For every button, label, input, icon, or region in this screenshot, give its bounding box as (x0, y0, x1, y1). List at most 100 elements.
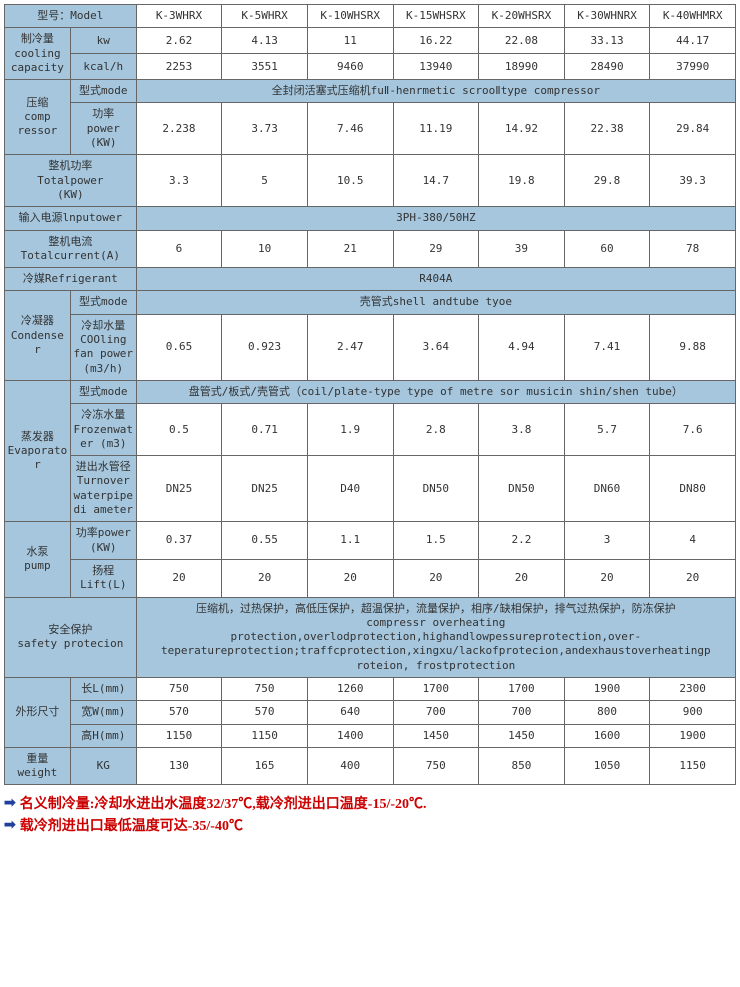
comp-power-1: 3.73 (222, 103, 308, 155)
pump-lift-4: 20 (479, 559, 565, 597)
total-power-4: 19.8 (479, 155, 565, 207)
label-dimensions: 外形尺寸 (5, 677, 71, 747)
pump-power-3: 1.5 (393, 522, 479, 560)
cond-water-2: 2.47 (307, 314, 393, 380)
arrow-icon: ➡ (4, 795, 16, 812)
height-3: 1450 (393, 724, 479, 747)
label-weight: 重量weight (5, 747, 71, 785)
kcalh-0: 2253 (136, 54, 222, 80)
model-3: K-15WHSRX (393, 5, 479, 28)
model-0: K-3WHRX (136, 5, 222, 28)
total-current-4: 39 (479, 230, 565, 268)
comp-power-4: 14.92 (479, 103, 565, 155)
evap-frozen-4: 3.8 (479, 404, 565, 456)
total-current-6: 78 (650, 230, 736, 268)
total-current-5: 60 (564, 230, 650, 268)
width-0: 570 (136, 701, 222, 724)
label-cond-mode: 型式mode (70, 291, 136, 314)
model-4: K-20WHSRX (479, 5, 565, 28)
label-evap-mode: 型式mode (70, 380, 136, 403)
cond-water-6: 9.88 (650, 314, 736, 380)
kw-2: 11 (307, 28, 393, 54)
pump-lift-5: 20 (564, 559, 650, 597)
model-2: K-10WHSRX (307, 5, 393, 28)
height-0: 1150 (136, 724, 222, 747)
cond-water-4: 4.94 (479, 314, 565, 380)
kg-4: 850 (479, 747, 565, 785)
width-6: 900 (650, 701, 736, 724)
label-width: 宽W(mm) (70, 701, 136, 724)
refrigerant-val: R404A (136, 268, 735, 291)
evap-pipe-2: D40 (307, 456, 393, 522)
kg-0: 130 (136, 747, 222, 785)
pump-lift-2: 20 (307, 559, 393, 597)
total-current-2: 21 (307, 230, 393, 268)
pump-lift-3: 20 (393, 559, 479, 597)
len-2: 1260 (307, 677, 393, 700)
label-kcalh: kcal/h (70, 54, 136, 80)
evap-frozen-5: 5.7 (564, 404, 650, 456)
note-text-1: 载冷剂进出口最低温度可达-35/-40℃ (20, 815, 243, 835)
kw-0: 2.62 (136, 28, 222, 54)
arrow-icon: ➡ (4, 817, 16, 834)
kw-5: 33.13 (564, 28, 650, 54)
kg-5: 1050 (564, 747, 650, 785)
kw-6: 44.17 (650, 28, 736, 54)
label-pump: 水泵pump (5, 522, 71, 597)
total-current-3: 29 (393, 230, 479, 268)
safety-val: 压缩机，过热保护，高低压保护，超温保护，流量保护，相序/缺相保护，排气过热保护，… (136, 597, 735, 677)
pump-lift-1: 20 (222, 559, 308, 597)
width-1: 570 (222, 701, 308, 724)
label-condenser: 冷凝器Condenser (5, 291, 71, 380)
label-kw: kw (70, 28, 136, 54)
evap-pipe-5: DN60 (564, 456, 650, 522)
pump-power-6: 4 (650, 522, 736, 560)
evap-frozen-6: 7.6 (650, 404, 736, 456)
kg-1: 165 (222, 747, 308, 785)
kcalh-4: 18990 (479, 54, 565, 80)
kw-4: 22.08 (479, 28, 565, 54)
total-power-5: 29.8 (564, 155, 650, 207)
kg-3: 750 (393, 747, 479, 785)
kg-2: 400 (307, 747, 393, 785)
comp-power-5: 22.38 (564, 103, 650, 155)
label-cond-water: 冷却水量COOlingfan power(m3/h) (70, 314, 136, 380)
comp-power-6: 29.84 (650, 103, 736, 155)
note-text-0: 名义制冷量:冷却水进出水温度32/37℃,载冷剂进出口温度-15/-20℃. (20, 793, 427, 813)
label-cooling: 制冷量coolingcapacity (5, 28, 71, 80)
evap-frozen-0: 0.5 (136, 404, 222, 456)
evap-pipe-1: DN25 (222, 456, 308, 522)
len-3: 1700 (393, 677, 479, 700)
footnotes: ➡名义制冷量:冷却水进出水温度32/37℃,载冷剂进出口温度-15/-20℃.➡… (4, 793, 736, 835)
label-comp-power: 功率power(KW) (70, 103, 136, 155)
spec-table: 型号：ModelK-3WHRXK-5WHRXK-10WHSRXK-15WHSRX… (4, 4, 736, 785)
label-input-power: 输入电源lnputower (5, 207, 137, 230)
height-1: 1150 (222, 724, 308, 747)
label-total-current: 整机电流Totalcurrent(A) (5, 230, 137, 268)
height-6: 1900 (650, 724, 736, 747)
len-5: 1900 (564, 677, 650, 700)
kw-3: 16.22 (393, 28, 479, 54)
width-3: 700 (393, 701, 479, 724)
cond-water-1: 0.923 (222, 314, 308, 380)
label-evaporator: 蒸发器Evaporator (5, 380, 71, 521)
pump-power-0: 0.37 (136, 522, 222, 560)
label-len: 长L(mm) (70, 677, 136, 700)
evap-mode-val: 盘管式/板式/壳管式（coil/plate-type type of metre… (136, 380, 735, 403)
cond-mode-val: 壳管式shell andtube tyoe (136, 291, 735, 314)
evap-frozen-3: 2.8 (393, 404, 479, 456)
len-6: 2300 (650, 677, 736, 700)
label-comp-mode: 型式mode (70, 80, 136, 103)
pump-power-4: 2.2 (479, 522, 565, 560)
label-total-power: 整机功率Totalpower(KW) (5, 155, 137, 207)
evap-pipe-4: DN50 (479, 456, 565, 522)
width-4: 700 (479, 701, 565, 724)
comp-power-2: 7.46 (307, 103, 393, 155)
kw-1: 4.13 (222, 28, 308, 54)
cond-water-3: 3.64 (393, 314, 479, 380)
label-pump-power: 功率power(KW) (70, 522, 136, 560)
total-current-1: 10 (222, 230, 308, 268)
pump-power-1: 0.55 (222, 522, 308, 560)
evap-pipe-3: DN50 (393, 456, 479, 522)
total-power-3: 14.7 (393, 155, 479, 207)
